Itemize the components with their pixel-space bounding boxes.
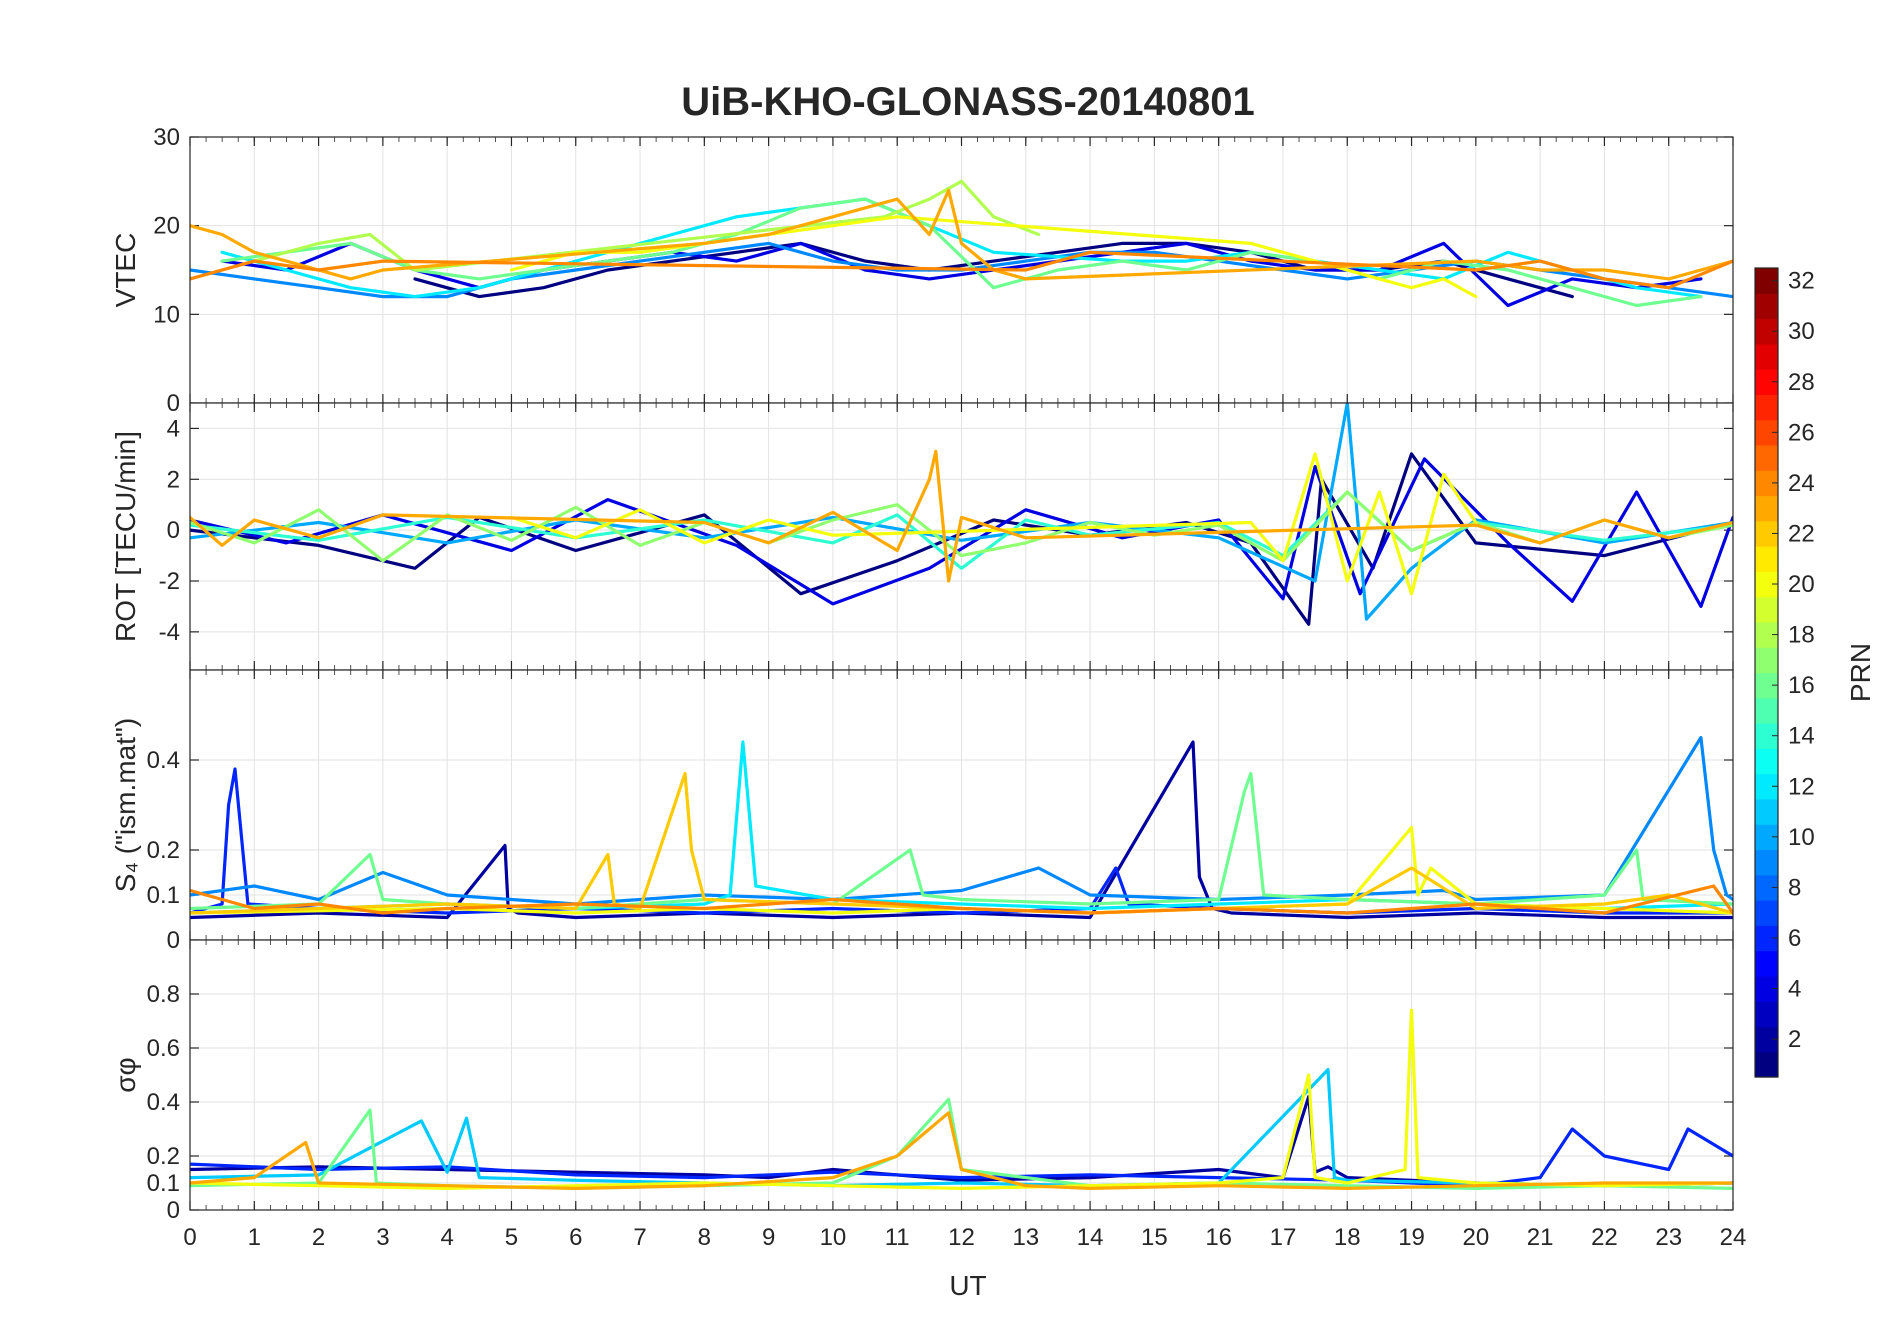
figure: UiB-KHO-GLONASS-20140801 0102030VTEC-4-2…	[0, 0, 1902, 1330]
x-tick-label: 10	[820, 1224, 847, 1251]
colorbar-bin	[1755, 293, 1778, 319]
colorbar-tick-label: 20	[1788, 571, 1815, 598]
x-tick-label: 11	[885, 1224, 910, 1251]
colorbar-tick-label: 16	[1788, 672, 1815, 699]
y-tick-label: 0.1	[147, 1170, 180, 1197]
x-tick-label: 21	[1527, 1224, 1554, 1251]
y-axis-label-vtec: VTEC	[110, 233, 141, 308]
x-tick-label: 19	[1398, 1224, 1425, 1251]
x-tick-label: 23	[1655, 1224, 1682, 1251]
x-tick-label: 5	[505, 1224, 518, 1251]
y-tick-label: 2	[167, 466, 180, 493]
x-tick-label: 0	[183, 1224, 196, 1251]
y-tick-label: 0	[167, 390, 180, 417]
y-tick-label: 0.2	[147, 837, 180, 864]
x-tick-label: 9	[762, 1224, 775, 1251]
colorbar-bin	[1755, 849, 1778, 875]
colorbar-bin	[1755, 394, 1778, 420]
x-tick-label: 12	[948, 1224, 975, 1251]
y-tick-label: 0	[167, 517, 180, 544]
colorbar-tick-label: 12	[1788, 773, 1815, 800]
x-tick-label: 16	[1205, 1224, 1232, 1251]
x-tick-label: 1	[248, 1224, 261, 1251]
colorbar-bin	[1755, 445, 1778, 471]
y-axis-label-s4: S₄ ("ism.mat")	[110, 718, 141, 892]
colorbar-tick-label: 4	[1788, 976, 1801, 1003]
x-tick-label: 3	[376, 1224, 389, 1251]
colorbar-bin	[1755, 799, 1778, 825]
colorbar-tick-label: 8	[1788, 874, 1801, 901]
y-tick-label: 0.8	[147, 981, 180, 1008]
colorbar-bin	[1755, 698, 1778, 724]
x-tick-label: 15	[1141, 1224, 1168, 1251]
x-axis-label: UT	[949, 1270, 986, 1301]
y-tick-label: 0	[167, 927, 180, 954]
colorbar-tick-label: 32	[1788, 268, 1815, 295]
colorbar-bin	[1755, 900, 1778, 926]
x-tick-label: 8	[698, 1224, 711, 1251]
x-tick-label: 17	[1270, 1224, 1297, 1251]
colorbar-tick-label: 6	[1788, 925, 1801, 952]
colorbar-bin	[1755, 597, 1778, 623]
colorbar-tick-label: 10	[1788, 824, 1815, 851]
x-tick-label: 13	[1012, 1224, 1039, 1251]
x-tick-label: 2	[312, 1224, 325, 1251]
panel-s4: 0 0.1 0.2 0.4S₄ ("ism.mat")	[110, 670, 1733, 954]
x-tick-label: 22	[1591, 1224, 1618, 1251]
y-axis-label-rot: ROT [TECU/min]	[110, 431, 141, 642]
y-tick-label: 0.6	[147, 1035, 180, 1062]
y-tick-label: 0.4	[147, 1089, 180, 1116]
x-tick-label: 6	[569, 1224, 582, 1251]
chart-title: UiB-KHO-GLONASS-20140801	[681, 80, 1255, 124]
x-tick-label: 14	[1077, 1224, 1104, 1251]
y-axis-label-sigma: σφ	[110, 1057, 141, 1092]
colorbar-tick-label: 22	[1788, 520, 1815, 547]
colorbar-label: PRN	[1845, 643, 1876, 702]
y-tick-label: 20	[153, 213, 180, 240]
y-tick-label: 10	[153, 301, 180, 328]
y-tick-label: 0.2	[147, 1143, 180, 1170]
panel-rot: -4 -2 0 2 4 ROT [TECU/min]	[110, 403, 1733, 670]
y-tick-label: 0.4	[147, 747, 180, 774]
panel-vtec: 0 10 20 30 VTEC	[110, 124, 1733, 417]
colorbar-bin	[1755, 1052, 1778, 1078]
colorbar-tick-label: 24	[1788, 470, 1815, 497]
x-tick-label: 18	[1334, 1224, 1361, 1251]
colorbar-bin	[1755, 546, 1778, 572]
x-tick-label: 4	[440, 1224, 453, 1251]
colorbar-bin	[1755, 951, 1778, 977]
y-tick-label: -4	[159, 619, 180, 646]
colorbar-tick-label: 28	[1788, 369, 1815, 396]
colorbar-tick-label: 18	[1788, 622, 1815, 649]
y-tick-label: -2	[159, 568, 180, 595]
colorbar-bin	[1755, 748, 1778, 774]
colorbar-bin	[1755, 647, 1778, 673]
colorbar-tick-label: 14	[1788, 723, 1815, 750]
x-tick-label: 7	[633, 1224, 646, 1251]
y-tick-label: 30	[153, 124, 180, 151]
x-tick-label: 20	[1462, 1224, 1489, 1251]
colorbar-tick-label: 30	[1788, 318, 1815, 345]
y-tick-label: 0.1	[147, 882, 180, 909]
x-tick-label: 24	[1720, 1224, 1747, 1251]
colorbar-bin	[1755, 1001, 1778, 1027]
y-tick-label: 4	[167, 415, 180, 442]
colorbar-tick-label: 26	[1788, 419, 1815, 446]
colorbar-tick-label: 2	[1788, 1026, 1801, 1053]
colorbar-bin	[1755, 344, 1778, 370]
colorbar-bin	[1755, 496, 1778, 522]
y-tick-label: 0	[167, 1197, 180, 1224]
